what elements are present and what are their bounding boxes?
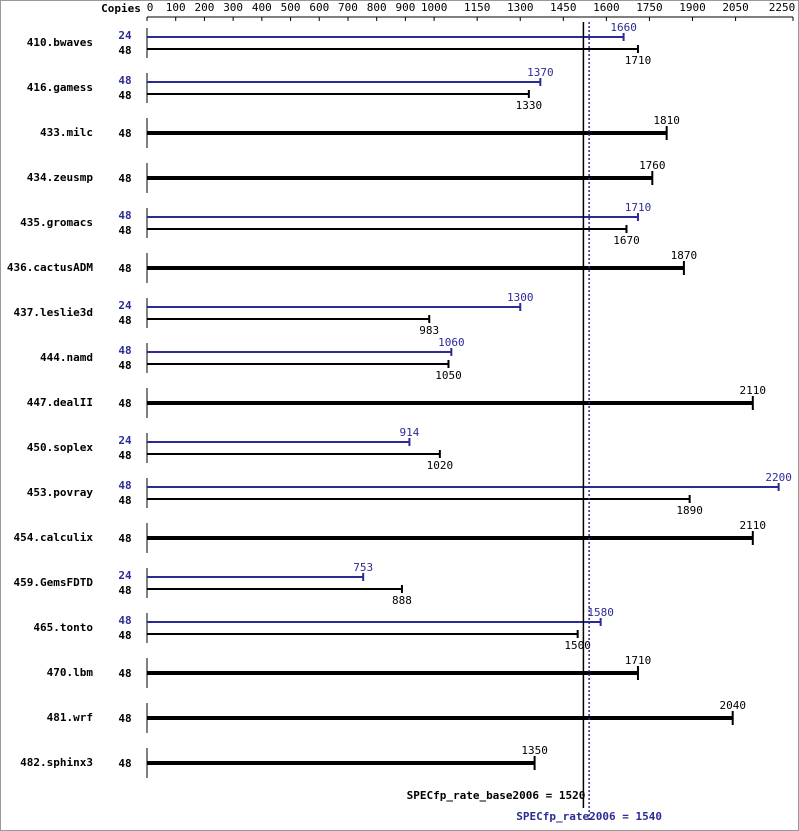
copies-label: 48 [118, 667, 131, 680]
x-tick-label: 2050 [722, 1, 749, 14]
x-tick-label: 100 [166, 1, 186, 14]
value-label: 1370 [527, 66, 554, 79]
copies-label: 48 [118, 494, 131, 507]
copies-label: 48 [118, 532, 131, 545]
category-label: 482.sphinx3 [20, 756, 93, 769]
x-tick-label: 0 [147, 1, 154, 14]
copies-label: 24 [118, 29, 132, 42]
copies-label: 48 [118, 209, 131, 222]
value-label: 1300 [507, 291, 534, 304]
value-label: 888 [392, 594, 412, 607]
copies-label: 48 [118, 359, 131, 372]
value-label: 1810 [653, 114, 680, 127]
copies-label: 48 [118, 74, 131, 87]
copies-label: 48 [118, 479, 131, 492]
reference-label: SPECfp_rate2006 = 1540 [516, 810, 662, 823]
category-label: 450.soplex [27, 441, 94, 454]
value-label: 1660 [610, 21, 637, 34]
category-label: 454.calculix [14, 531, 94, 544]
x-tick-label: 1600 [593, 1, 620, 14]
value-label: 1670 [613, 234, 640, 247]
category-label: 433.milc [40, 126, 93, 139]
value-label: 1060 [438, 336, 465, 349]
category-label: 416.gamess [27, 81, 93, 94]
copies-label: 24 [118, 434, 132, 447]
copies-label: 24 [118, 569, 132, 582]
x-tick-label: 700 [338, 1, 358, 14]
value-label: 1870 [671, 249, 698, 262]
x-tick-label: 900 [395, 1, 415, 14]
category-label: 470.lbm [47, 666, 94, 679]
value-label: 1330 [516, 99, 543, 112]
value-label: 2110 [740, 519, 767, 532]
copies-label: 48 [118, 449, 131, 462]
category-label: 436.cactusADM [7, 261, 93, 274]
copies-label: 48 [118, 712, 131, 725]
value-label: 1050 [435, 369, 462, 382]
x-tick-label: 800 [367, 1, 387, 14]
value-label: 1580 [587, 606, 614, 619]
category-label: 459.GemsFDTD [14, 576, 94, 589]
value-label: 2040 [719, 699, 746, 712]
category-label: 437.leslie3d [14, 306, 93, 319]
copies-label: 48 [118, 262, 131, 275]
value-label: 2200 [765, 471, 792, 484]
value-label: 2110 [740, 384, 767, 397]
value-label: 983 [419, 324, 439, 337]
copies-label: 48 [118, 44, 131, 57]
value-label: 1020 [427, 459, 454, 472]
category-label: 481.wrf [47, 711, 93, 724]
value-label: 753 [353, 561, 373, 574]
category-label: 435.gromacs [20, 216, 93, 229]
copies-label: 48 [118, 89, 131, 102]
value-label: 914 [399, 426, 419, 439]
category-label: 465.tonto [33, 621, 93, 634]
copies-label: 48 [118, 224, 131, 237]
x-tick-label: 400 [252, 1, 272, 14]
x-tick-label: 1000 [421, 1, 448, 14]
copies-header: Copies [101, 2, 141, 15]
value-label: 1350 [521, 744, 548, 757]
x-tick-label: 300 [223, 1, 243, 14]
x-tick-label: 1750 [636, 1, 663, 14]
value-label: 1710 [625, 54, 652, 67]
copies-label: 48 [118, 397, 131, 410]
x-tick-label: 1450 [550, 1, 577, 14]
category-label: 434.zeusmp [27, 171, 94, 184]
copies-label: 48 [118, 757, 131, 770]
category-label: 444.namd [40, 351, 93, 364]
x-tick-label: 1150 [464, 1, 491, 14]
x-tick-label: 1900 [679, 1, 706, 14]
category-label: 447.dealII [27, 396, 93, 409]
x-tick-label: 2250 [769, 1, 796, 14]
copies-label: 48 [118, 344, 131, 357]
copies-label: 48 [118, 127, 131, 140]
value-label: 1710 [625, 201, 652, 214]
category-label: 453.povray [27, 486, 94, 499]
copies-label: 24 [118, 299, 132, 312]
value-label: 1890 [676, 504, 703, 517]
value-label: 1710 [625, 654, 652, 667]
x-tick-label: 1300 [507, 1, 534, 14]
category-label: 410.bwaves [27, 36, 93, 49]
copies-label: 48 [118, 314, 131, 327]
x-tick-label: 200 [194, 1, 214, 14]
reference-label: SPECfp_rate_base2006 = 1520 [407, 789, 586, 802]
copies-label: 48 [118, 172, 131, 185]
copies-label: 48 [118, 629, 131, 642]
copies-label: 48 [118, 614, 131, 627]
value-label: 1760 [639, 159, 666, 172]
copies-label: 48 [118, 584, 131, 597]
value-label: 1500 [564, 639, 591, 652]
x-tick-label: 600 [309, 1, 329, 14]
x-tick-label: 500 [281, 1, 301, 14]
